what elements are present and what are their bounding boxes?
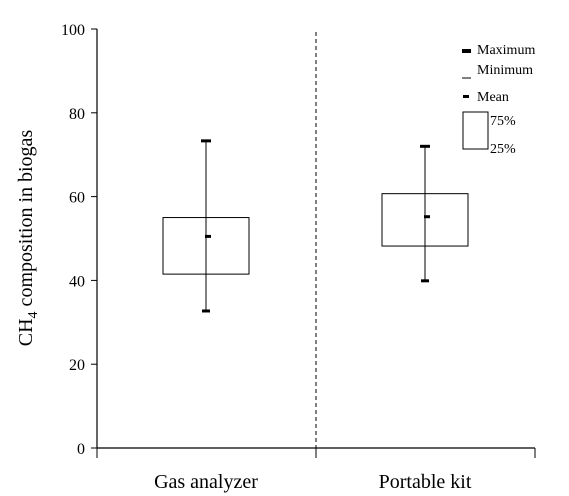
legend: Maximum Minimum Mean 75% 25% — [462, 43, 535, 157]
y-tick-label: 60 — [69, 190, 85, 207]
legend-q75-label: 75% — [490, 114, 516, 129]
legend-q25-label: 25% — [490, 142, 516, 157]
y-axis-label: CH4 composition in biogas — [15, 130, 41, 347]
legend-mean-marker — [463, 95, 469, 98]
y-tick-label: 0 — [77, 441, 85, 458]
min-marker-portable-kit — [421, 279, 429, 282]
y-axis-label-subscript: 4 — [26, 311, 41, 318]
legend-box-marker — [463, 112, 488, 149]
category-label-gas-analyzer: Gas analyzer — [154, 471, 258, 493]
y-axis-ticks: 0 20 40 60 80 100 — [61, 22, 97, 458]
mean-marker-gas-analyzer — [205, 235, 211, 238]
y-tick-label: 40 — [69, 273, 85, 290]
y-axis-label-main: CH — [15, 318, 37, 346]
legend-min-label: Minimum — [477, 63, 533, 78]
max-marker-gas-analyzer — [201, 139, 211, 142]
legend-mean-label: Mean — [477, 90, 509, 105]
y-axis-label-rest: composition in biogas — [15, 130, 37, 312]
y-tick-label: 80 — [69, 106, 85, 123]
y-tick-label: 20 — [69, 357, 85, 374]
legend-max-marker — [462, 49, 471, 53]
category-label-portable-kit: Portable kit — [379, 471, 472, 493]
max-marker-portable-kit — [420, 145, 430, 148]
y-tick-label: 100 — [61, 22, 85, 39]
min-marker-gas-analyzer — [202, 309, 210, 312]
legend-max-label: Maximum — [477, 43, 535, 58]
mean-marker-portable-kit — [424, 215, 430, 218]
